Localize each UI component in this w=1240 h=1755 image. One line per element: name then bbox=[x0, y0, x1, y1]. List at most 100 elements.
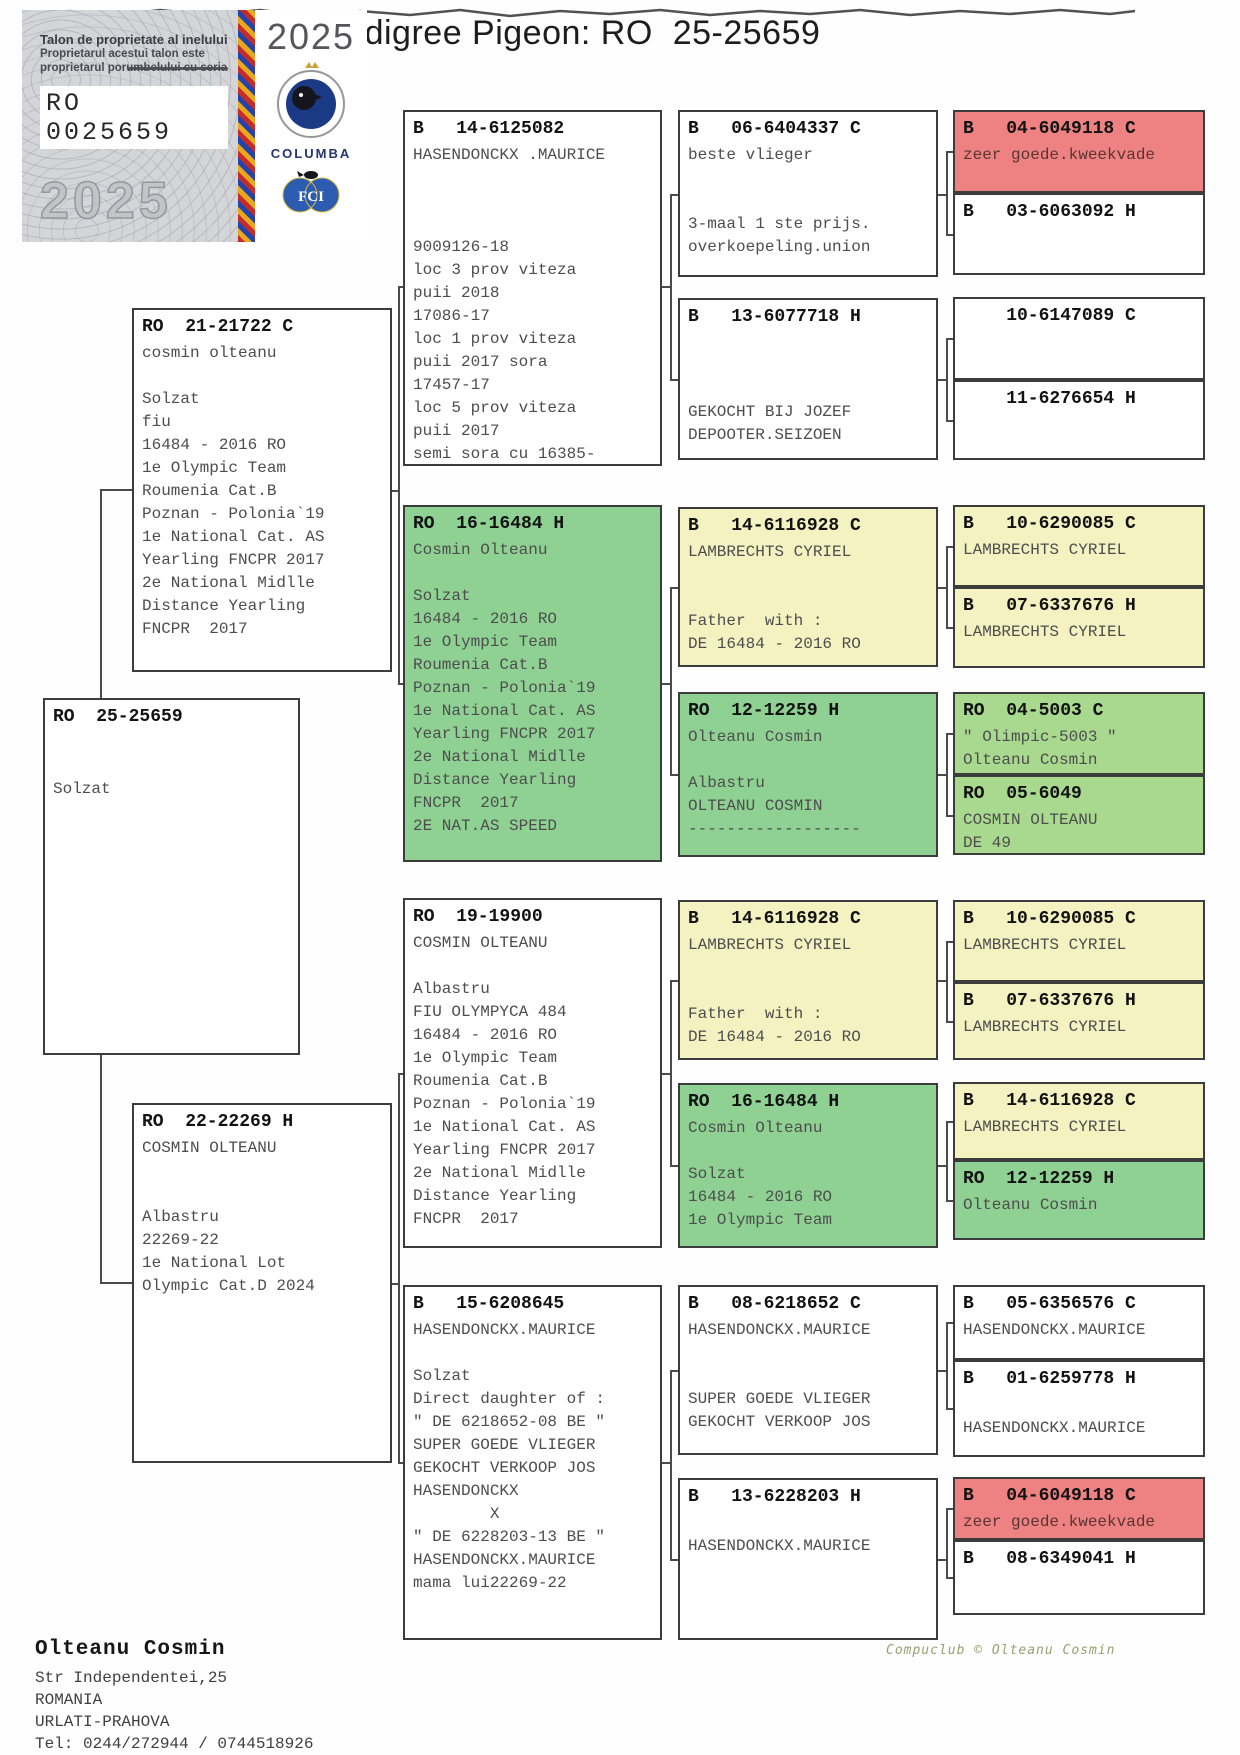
connector-line bbox=[670, 980, 672, 1167]
owner-address-line: Str Independentei,25 bbox=[35, 1669, 228, 1687]
note-line: SUPER GOEDE VLIEGER bbox=[688, 1390, 871, 1408]
pedigree-box-g4-16: B 08-6349041 H bbox=[953, 1540, 1205, 1615]
ring-number: B 13-6077718 H bbox=[688, 307, 861, 327]
pedigree-box-g4-12: RO 12-12259 H Olteanu Cosmin bbox=[953, 1160, 1205, 1240]
note-line bbox=[413, 167, 652, 190]
pigeon-notes: LAMBRECHTS CYRIEL bbox=[963, 934, 1195, 957]
note-line bbox=[688, 167, 928, 190]
pedigree-box-g3-8: B 13-6228203 H HASENDONCKX.MAURICE bbox=[678, 1478, 938, 1640]
note-line: Yearling FNCPR 2017 bbox=[142, 551, 325, 569]
pigeon-notes: HASENDONCKX.MAURICE Solzat Direct daughter… bbox=[413, 1319, 652, 1595]
note-line: FNCPR 2017 bbox=[413, 1210, 519, 1228]
note-line: HASENDONCKX.MAURICE bbox=[413, 1551, 596, 1569]
note-line: Poznan - Polonia`19 bbox=[413, 1095, 596, 1113]
pigeon-notes: beste vlieger 3-maal 1 ste prijs. overkoep… bbox=[688, 144, 928, 259]
ring-number: RO 05-6049 bbox=[963, 784, 1082, 804]
ring-number: B 08-6349041 H bbox=[963, 1549, 1136, 1569]
note-line: X bbox=[413, 1505, 500, 1523]
pedigree-box-g4-13: B 05-6356576 C HASENDONCKX.MAURICE bbox=[953, 1285, 1205, 1360]
note-line bbox=[142, 1160, 382, 1183]
stamp-year: 2025 bbox=[266, 16, 356, 57]
note-line: LAMBRECHTS CYRIEL bbox=[688, 936, 852, 954]
connector-line bbox=[946, 815, 953, 817]
connector-line bbox=[938, 774, 946, 776]
note-line: Yearling FNCPR 2017 bbox=[413, 725, 596, 743]
ring-number: B 07-6337676 H bbox=[963, 991, 1136, 1011]
owner-name: Olteanu Cosmin bbox=[35, 1638, 226, 1661]
note-line: GEKOCHT BIJ JOZEF bbox=[688, 403, 852, 421]
note-line bbox=[688, 355, 928, 378]
connector-line bbox=[946, 1508, 948, 1579]
ring-number: RO 16-16484 H bbox=[688, 1092, 840, 1112]
ring-number: 11-6276654 H bbox=[963, 389, 1136, 409]
note-line: 3-maal 1 ste prijs. bbox=[688, 215, 871, 233]
pedigree-box-g4-6: B 07-6337676 H LAMBRECHTS CYRIEL bbox=[953, 587, 1205, 668]
connector-line bbox=[938, 1559, 946, 1561]
ring-number: B 10-6290085 C bbox=[963, 514, 1136, 534]
pedigree-box-dam-dam: B 15-6208645 HASENDONCKX.MAURICE Solzat Di… bbox=[403, 1285, 662, 1640]
note-line bbox=[688, 332, 928, 355]
note-line bbox=[413, 955, 652, 978]
connector-line bbox=[946, 546, 948, 629]
note-line bbox=[688, 749, 928, 772]
ring-number: RO 19-19900 bbox=[413, 907, 543, 927]
connector-line bbox=[100, 1055, 102, 1284]
note-line bbox=[688, 1140, 928, 1163]
connector-line bbox=[946, 338, 953, 340]
note-line: Distance Yearling bbox=[413, 771, 577, 789]
stamp-right-panel: 2025 COLUMBA FCI bbox=[255, 10, 367, 242]
pedigree-box-g4-4: 11-6276654 H bbox=[953, 380, 1205, 460]
connector-line bbox=[398, 286, 400, 685]
pedigree-box-sire-sire: B 14-6125082 HASENDONCKX .MAURICE 9009126… bbox=[403, 110, 662, 466]
pigeon-notes: Solzat bbox=[53, 732, 290, 801]
note-line: 1e National Lot bbox=[142, 1254, 287, 1272]
note-line: COSMIN OLTEANU bbox=[963, 811, 1098, 829]
note-line bbox=[413, 190, 652, 213]
ring-number: RO 22-22269 H bbox=[142, 1112, 294, 1132]
note-line: FNCPR 2017 bbox=[413, 794, 519, 812]
ring-number: RO 21-21722 C bbox=[142, 317, 294, 337]
connector-line bbox=[938, 980, 946, 982]
note-line: Poznan - Polonia`19 bbox=[142, 505, 325, 523]
pigeon-notes: Cosmin Olteanu Solzat 16484 - 2016 RO 1e Ol… bbox=[413, 539, 652, 838]
connector-line bbox=[946, 1322, 948, 1410]
connector-line bbox=[938, 379, 946, 381]
note-line: 1e Olympic Team bbox=[413, 633, 558, 651]
pedigree-box-g4-5: B 10-6290085 C LAMBRECHTS CYRIEL bbox=[953, 505, 1205, 587]
note-line: zeer goede.kweekvade bbox=[963, 1513, 1156, 1531]
owner-phone: Tel: 0244/272944 / 0744518926 bbox=[35, 1735, 314, 1753]
connector-line bbox=[392, 1283, 398, 1285]
note-line: Olteanu Cosmin bbox=[688, 728, 823, 746]
connector-line bbox=[946, 733, 953, 735]
connector-line bbox=[946, 151, 953, 153]
pedigree-box-dam: RO 22-22269 H COSMIN OLTEANU Albastru 2226… bbox=[132, 1103, 392, 1463]
ring-number: B 14-6116928 C bbox=[963, 1091, 1136, 1111]
ownership-stamp: Talon de proprietate al inelului Proprie… bbox=[22, 10, 367, 242]
note-line: DE 49 bbox=[963, 834, 1012, 852]
note-line bbox=[53, 755, 290, 778]
connector-line bbox=[670, 194, 672, 381]
pedigree-box-sire-dam: RO 16-16484 H Cosmin Olteanu Solzat 16484 … bbox=[403, 505, 662, 862]
note-line bbox=[142, 1183, 382, 1206]
software-credit: Compuclub © Olteanu Cosmin bbox=[886, 1643, 1116, 1658]
note-line: LAMBRECHTS CYRIEL bbox=[963, 936, 1127, 954]
connector-line bbox=[670, 1559, 678, 1561]
note-line: 1e Olympic Team bbox=[142, 459, 287, 477]
pigeon-notes: COSMIN OLTEANU DE 49 bbox=[963, 809, 1195, 853]
note-line: FIU OLYMPYCA 484 bbox=[413, 1003, 567, 1021]
note-line bbox=[688, 564, 928, 587]
note-line: GEKOCHT VERKOOP JOS bbox=[413, 1459, 596, 1477]
pigeon-notes: Olteanu Cosmin Albastru OLTEANU COSMIN ----… bbox=[688, 726, 928, 841]
connector-line bbox=[938, 194, 946, 196]
note-line: LAMBRECHTS CYRIEL bbox=[963, 1118, 1127, 1136]
owner-address-line: URLATI-PRAHOVA bbox=[35, 1713, 170, 1731]
note-line: OLTEANU COSMIN bbox=[688, 797, 823, 815]
note-line: 2e National Midlle bbox=[142, 574, 315, 592]
note-line bbox=[688, 1365, 928, 1388]
note-line: DEPOOTER.SEIZOEN bbox=[688, 426, 842, 444]
ring-number: 10-6147089 C bbox=[963, 306, 1136, 326]
note-line: 16484 - 2016 RO bbox=[413, 1026, 558, 1044]
connector-line bbox=[938, 1165, 946, 1167]
ring-number: B 10-6290085 C bbox=[963, 909, 1136, 929]
ring-number: B 04-6049118 C bbox=[963, 119, 1136, 139]
